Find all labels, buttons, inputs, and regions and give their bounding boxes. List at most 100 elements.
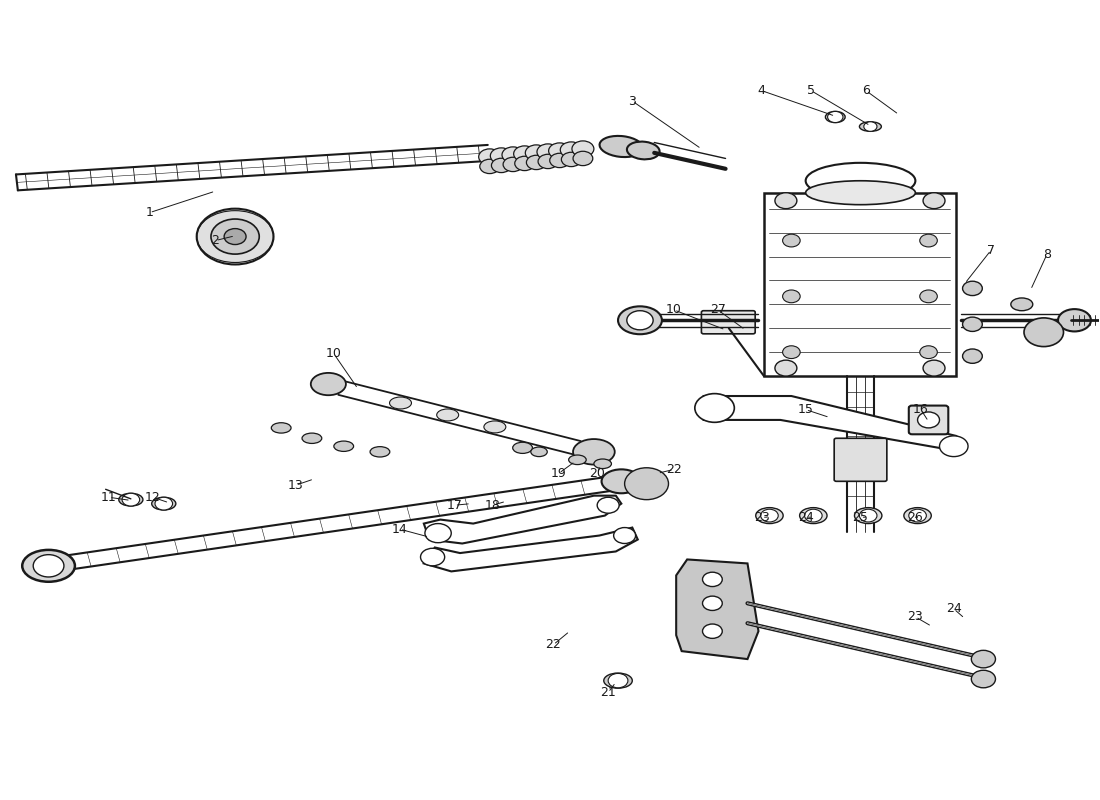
Circle shape [695, 394, 735, 422]
Circle shape [923, 360, 945, 376]
Text: 24: 24 [798, 510, 814, 524]
Circle shape [597, 498, 619, 514]
Text: 12: 12 [145, 490, 161, 504]
Ellipse shape [627, 142, 660, 159]
Circle shape [804, 510, 822, 522]
Ellipse shape [602, 470, 641, 494]
Circle shape [480, 159, 499, 174]
Circle shape [492, 158, 512, 173]
Circle shape [33, 554, 64, 577]
Circle shape [515, 156, 535, 170]
Circle shape [962, 317, 982, 331]
Text: 22: 22 [667, 463, 682, 476]
Circle shape [560, 142, 582, 158]
Circle shape [962, 349, 982, 363]
Text: 2: 2 [211, 234, 219, 247]
Ellipse shape [904, 508, 932, 523]
FancyBboxPatch shape [702, 310, 756, 334]
Ellipse shape [859, 122, 881, 131]
Circle shape [909, 510, 926, 522]
Circle shape [614, 527, 636, 543]
Circle shape [703, 596, 723, 610]
Ellipse shape [756, 508, 783, 523]
Circle shape [526, 145, 548, 161]
Ellipse shape [600, 136, 643, 157]
Text: 10: 10 [326, 347, 342, 360]
Text: 22: 22 [546, 638, 561, 651]
Circle shape [503, 158, 522, 171]
Circle shape [920, 234, 937, 247]
Circle shape [573, 151, 593, 166]
Circle shape [608, 674, 628, 688]
Text: 26: 26 [908, 510, 923, 524]
Text: 21: 21 [601, 686, 616, 699]
Circle shape [1024, 318, 1064, 346]
Ellipse shape [805, 163, 915, 198]
Circle shape [774, 193, 796, 209]
Circle shape [859, 510, 877, 522]
Circle shape [550, 154, 570, 168]
Circle shape [627, 310, 653, 330]
Polygon shape [424, 496, 622, 543]
FancyBboxPatch shape [834, 438, 887, 482]
Ellipse shape [573, 439, 615, 465]
Circle shape [962, 282, 982, 295]
Text: 14: 14 [392, 522, 408, 536]
Circle shape [782, 290, 800, 302]
Polygon shape [424, 527, 638, 571]
Ellipse shape [604, 673, 632, 688]
Ellipse shape [618, 306, 662, 334]
Text: 4: 4 [758, 84, 766, 97]
Circle shape [761, 510, 778, 522]
Text: 16: 16 [913, 403, 928, 416]
Ellipse shape [594, 459, 612, 469]
Circle shape [864, 122, 877, 131]
Circle shape [122, 494, 140, 506]
Ellipse shape [389, 397, 411, 409]
Circle shape [920, 346, 937, 358]
Circle shape [923, 193, 945, 209]
Ellipse shape [855, 508, 882, 523]
Ellipse shape [484, 421, 506, 433]
Circle shape [827, 111, 843, 122]
Ellipse shape [800, 508, 827, 523]
Ellipse shape [437, 409, 459, 421]
Circle shape [527, 155, 547, 170]
Ellipse shape [1058, 309, 1091, 331]
Circle shape [625, 468, 669, 500]
Ellipse shape [370, 446, 389, 457]
Circle shape [514, 146, 536, 162]
Ellipse shape [152, 498, 176, 510]
Text: 3: 3 [628, 94, 636, 107]
Text: 23: 23 [754, 510, 770, 524]
Ellipse shape [272, 422, 292, 433]
Circle shape [502, 147, 524, 163]
Text: 27: 27 [710, 303, 726, 317]
Text: 5: 5 [807, 84, 815, 97]
Circle shape [971, 650, 996, 668]
Text: 8: 8 [1043, 248, 1050, 261]
Circle shape [703, 572, 723, 586]
Circle shape [561, 152, 581, 166]
Circle shape [971, 670, 996, 688]
Text: 11: 11 [101, 490, 117, 504]
Text: 6: 6 [862, 84, 870, 97]
FancyBboxPatch shape [909, 406, 948, 434]
Circle shape [537, 144, 559, 160]
Ellipse shape [1011, 298, 1033, 310]
Text: 13: 13 [287, 479, 304, 492]
Ellipse shape [119, 494, 143, 506]
FancyBboxPatch shape [764, 193, 956, 376]
Circle shape [920, 290, 937, 302]
Circle shape [155, 498, 173, 510]
Circle shape [211, 219, 260, 254]
Ellipse shape [569, 455, 586, 465]
Ellipse shape [805, 181, 915, 205]
Circle shape [538, 154, 558, 169]
Text: 24: 24 [946, 602, 961, 615]
Ellipse shape [531, 447, 548, 457]
Text: 20: 20 [590, 467, 605, 480]
Circle shape [572, 141, 594, 157]
Circle shape [917, 412, 939, 428]
Text: 7: 7 [987, 244, 996, 257]
